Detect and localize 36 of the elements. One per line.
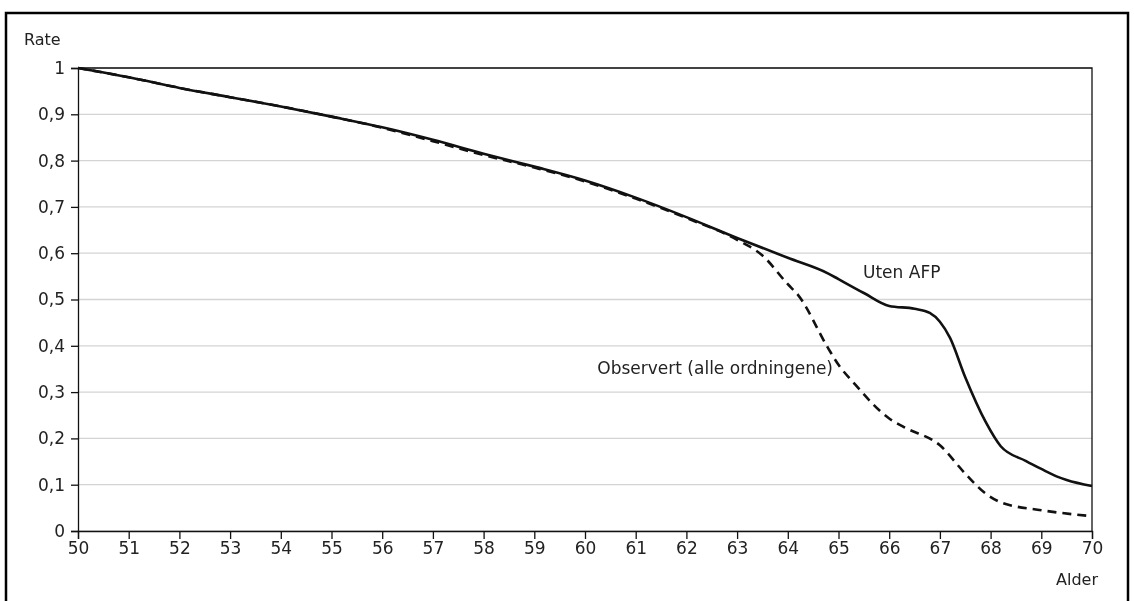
x-tick-label: 61 <box>625 538 648 559</box>
y-tick-label: 0,2 <box>37 428 65 449</box>
y-tick-label: 0,4 <box>37 335 65 356</box>
x-tick-label: 60 <box>574 538 597 559</box>
x-tick-label: 64 <box>777 538 800 559</box>
x-tick-label: 66 <box>878 538 901 559</box>
x-tick-label: 50 <box>67 538 90 559</box>
x-tick-label: 51 <box>118 538 141 559</box>
x-tick-label: 52 <box>169 538 191 559</box>
x-tick-label: 53 <box>219 538 242 559</box>
y-tick-label: 0,5 <box>37 289 65 310</box>
x-tick-label: 63 <box>726 538 749 559</box>
series-label: Observert (alle ordningene) <box>597 358 833 378</box>
x-tick-label: 67 <box>929 538 952 559</box>
y-tick-label: 1 <box>54 57 65 78</box>
x-tick-label: 70 <box>1081 538 1104 559</box>
x-tick-label: 54 <box>270 538 293 559</box>
y-tick-label: 0,3 <box>37 382 65 403</box>
y-tick-label: 0,8 <box>37 150 65 171</box>
x-tick-label: 56 <box>371 538 394 559</box>
y-tick-label: 0,9 <box>37 104 65 125</box>
x-tick-label: 68 <box>980 538 1002 559</box>
x-tick-label: 58 <box>473 538 495 559</box>
x-axis-title: Alder <box>1056 570 1099 589</box>
x-tick-label: 55 <box>321 538 343 559</box>
series-label: Uten AFP <box>863 262 941 282</box>
x-tick-label: 62 <box>676 538 698 559</box>
y-axis-title: Rate <box>24 30 61 49</box>
x-tick-label: 65 <box>828 538 850 559</box>
y-tick-label: 0 <box>54 520 65 541</box>
x-tick-label: 57 <box>422 538 445 559</box>
y-tick-label: 0,6 <box>37 243 65 264</box>
y-tick-label: 0,1 <box>37 474 65 495</box>
y-tick-label: 0,7 <box>37 196 65 217</box>
x-tick-label: 59 <box>523 538 546 559</box>
x-tick-label: 69 <box>1030 538 1053 559</box>
